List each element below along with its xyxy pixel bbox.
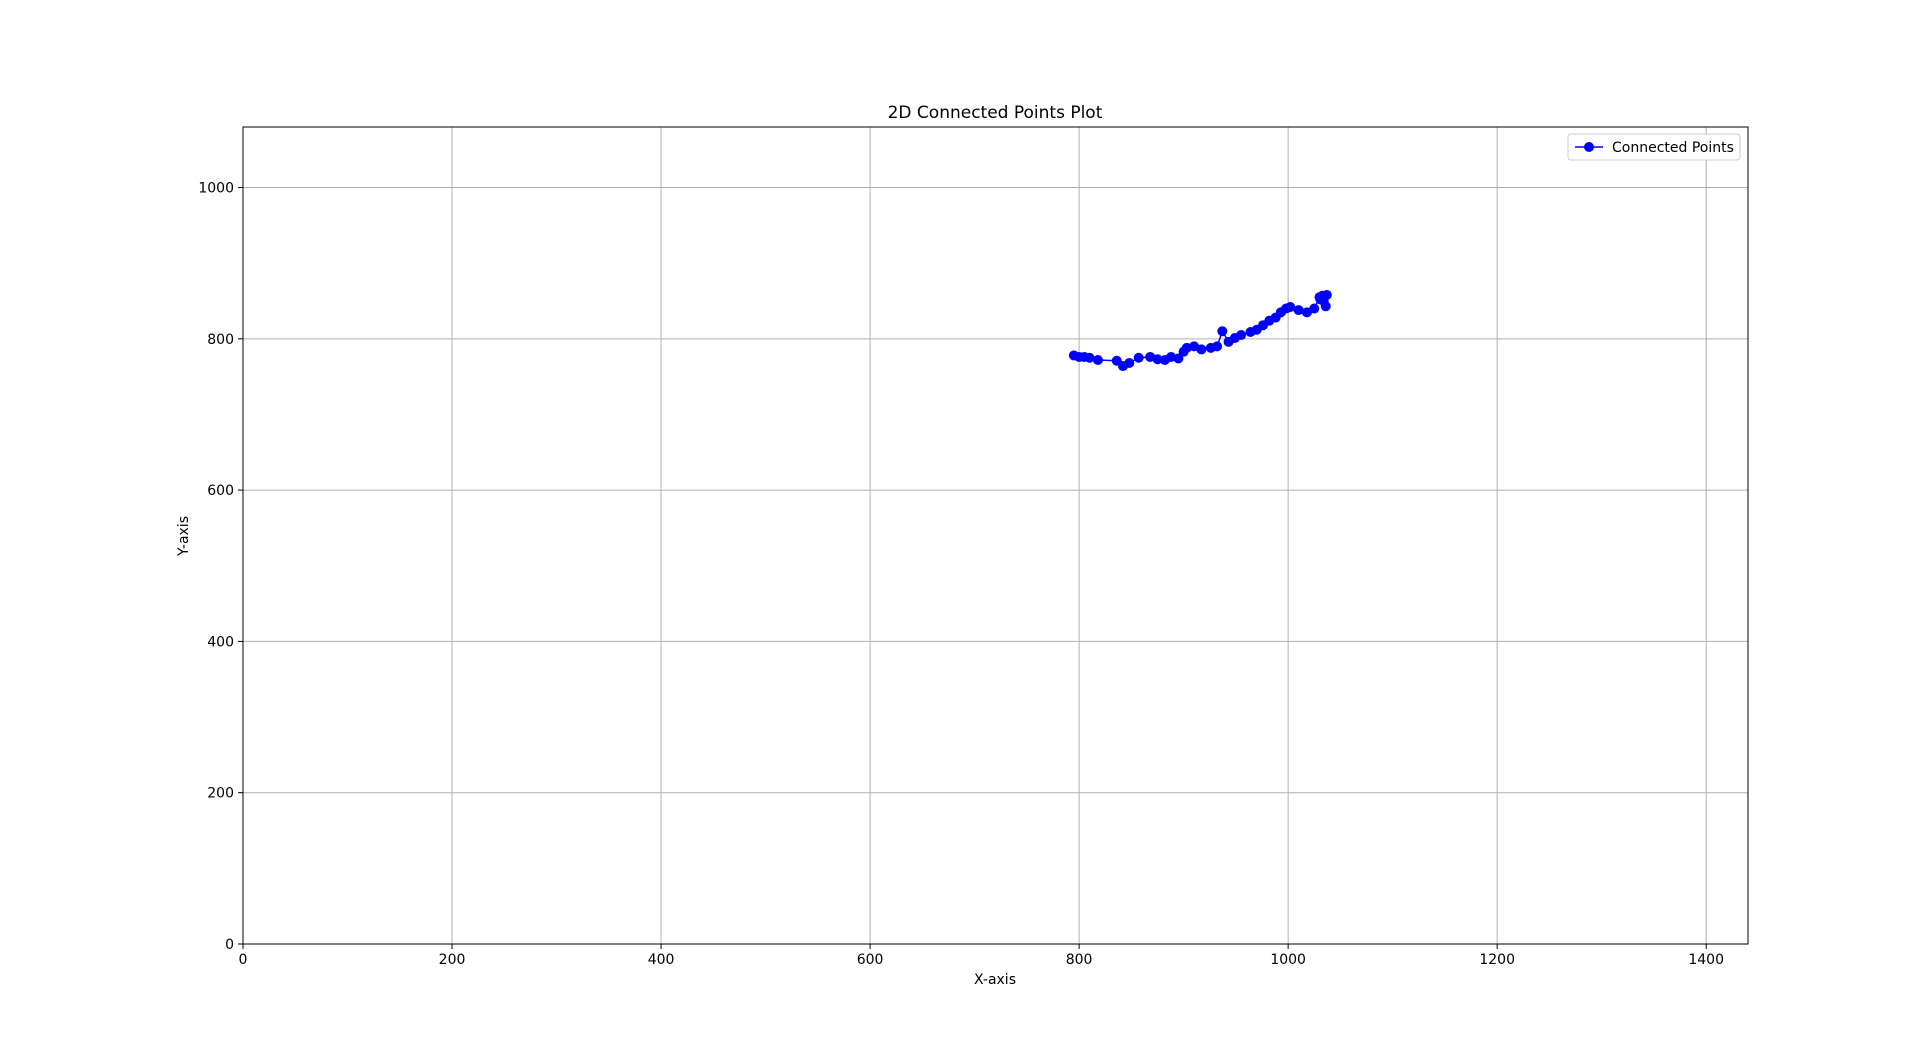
x-tick-label: 1000 bbox=[1270, 952, 1306, 968]
data-point bbox=[1236, 330, 1247, 341]
y-tick-label: 800 bbox=[207, 332, 234, 348]
x-tick-label: 800 bbox=[1066, 952, 1093, 968]
x-tick-label: 200 bbox=[439, 952, 466, 968]
data-series bbox=[1068, 289, 1332, 372]
x-tick-label: 600 bbox=[857, 952, 884, 968]
x-axis-label: X-axis bbox=[974, 972, 1016, 988]
y-axis-label: Y-axis bbox=[176, 516, 192, 557]
x-tick-label: 1200 bbox=[1479, 952, 1515, 968]
y-tick-label: 0 bbox=[225, 937, 234, 953]
legend-box bbox=[1567, 133, 1741, 161]
data-point bbox=[1092, 354, 1103, 365]
x-tick-label: 0 bbox=[239, 952, 248, 968]
y-tick-label: 1000 bbox=[198, 181, 234, 197]
data-point bbox=[1152, 354, 1163, 365]
data-point bbox=[1217, 326, 1228, 337]
legend-entry-label: Connected Points bbox=[1612, 140, 1734, 156]
data-point bbox=[1084, 352, 1095, 363]
x-tick-label: 400 bbox=[648, 952, 675, 968]
data-point bbox=[1173, 353, 1184, 364]
legend: Connected Points bbox=[1567, 133, 1741, 161]
y-tick-label: 200 bbox=[207, 786, 234, 802]
data-point bbox=[1315, 294, 1326, 305]
data-point bbox=[1124, 358, 1135, 369]
data-point bbox=[1133, 352, 1144, 363]
data-point bbox=[1212, 341, 1223, 352]
data-point bbox=[1309, 303, 1320, 314]
data-point bbox=[1293, 305, 1304, 316]
x-tick-label: 1400 bbox=[1688, 952, 1724, 968]
y-tick-label: 400 bbox=[207, 634, 234, 650]
data-point bbox=[1196, 344, 1207, 355]
y-tick-label: 600 bbox=[207, 483, 234, 499]
data-point bbox=[1285, 302, 1296, 313]
chart-title: 2D Connected Points Plot bbox=[888, 103, 1103, 123]
plot-area bbox=[242, 126, 1749, 945]
legend-marker-swatch bbox=[1584, 142, 1594, 152]
axis-ticks: 0 200 400 600 800 1000 1200 1400 0 200 400 600 800 10… bbox=[198, 181, 1724, 968]
